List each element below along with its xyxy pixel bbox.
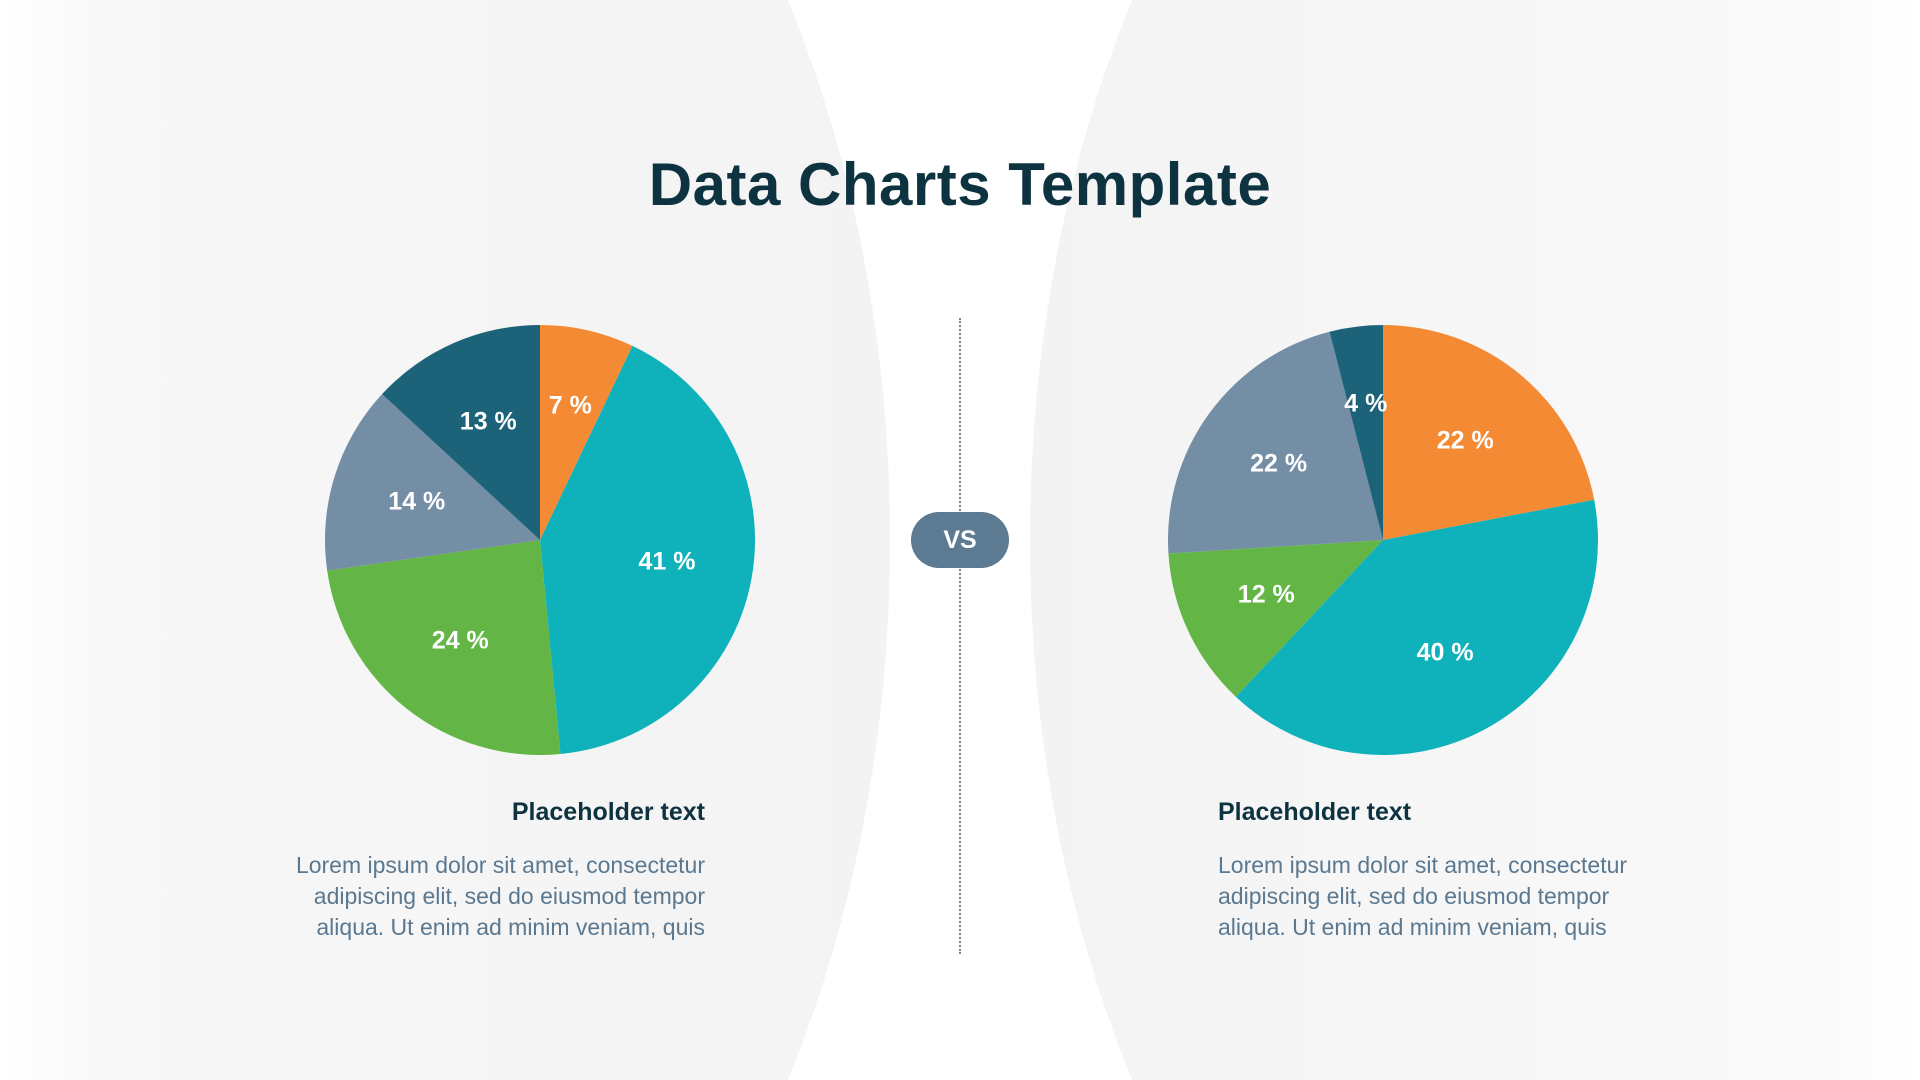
- pie-label: 7 %: [548, 391, 592, 420]
- pie-slice: [1168, 331, 1383, 554]
- pie-label: 24 %: [431, 626, 489, 655]
- pie-label: 22 %: [1250, 449, 1308, 478]
- pie-slice: [540, 345, 755, 755]
- edge-fade-right: [1810, 0, 1920, 1080]
- pie-slice: [1329, 325, 1383, 540]
- pie-label: 4 %: [1344, 389, 1388, 417]
- caption-body: Lorem ipsum dolor sit amet, consectetur …: [185, 850, 705, 943]
- pie-label: 22 %: [1436, 426, 1494, 455]
- pie-chart-right-graphic: [1168, 325, 1598, 755]
- caption-body-line: Lorem ipsum dolor sit amet, consectetur: [1218, 852, 1628, 878]
- caption-heading: Placeholder text: [1218, 798, 1412, 826]
- pie-slice: [327, 540, 561, 755]
- caption-body-line: aliqua. Ut enim ad minim veniam, quis: [316, 914, 705, 940]
- caption-body: Lorem ipsum dolor sit amet, consectetur …: [1218, 850, 1738, 943]
- pie-slice: [1383, 325, 1595, 540]
- pie-slice: [325, 394, 540, 571]
- caption-body-line: Lorem ipsum dolor sit amet, consectetur: [295, 852, 705, 878]
- caption-body-line: adipiscing elit, sed do eiusmod tempor: [1218, 883, 1610, 909]
- pie-chart-right: 22 % 40 % 12 % 22 % 4 %: [1168, 325, 1598, 755]
- pie-slice: [382, 325, 540, 540]
- pie-label: 12 %: [1237, 580, 1295, 609]
- pie-chart-left: 7 % 41 % 24 % 14 % 13 %: [325, 325, 755, 755]
- pie-label: 41 %: [638, 547, 696, 576]
- dotted-divider: [959, 318, 961, 954]
- pie-label: 13 %: [459, 407, 517, 436]
- pie-label: 40 %: [1416, 638, 1474, 667]
- pie-slice: [1235, 499, 1598, 755]
- pie-slice: [540, 325, 633, 540]
- edge-fade-left: [0, 0, 110, 1080]
- caption-body-line: adipiscing elit, sed do eiusmod tempor: [313, 883, 705, 909]
- pie-label: 14 %: [388, 487, 446, 516]
- page-title: Data Charts Template: [648, 151, 1272, 218]
- caption-body-line: aliqua. Ut enim ad minim veniam, quis: [1218, 914, 1607, 940]
- caption-right: Placeholder text Lorem ipsum dolor sit a…: [1218, 796, 1738, 943]
- caption-heading: Placeholder text: [511, 798, 705, 826]
- caption-left: Placeholder text Lorem ipsum dolor sit a…: [185, 796, 705, 943]
- pie-slice: [1168, 540, 1383, 697]
- vs-badge: VS: [911, 512, 1009, 568]
- pie-chart-left-graphic: [325, 325, 755, 755]
